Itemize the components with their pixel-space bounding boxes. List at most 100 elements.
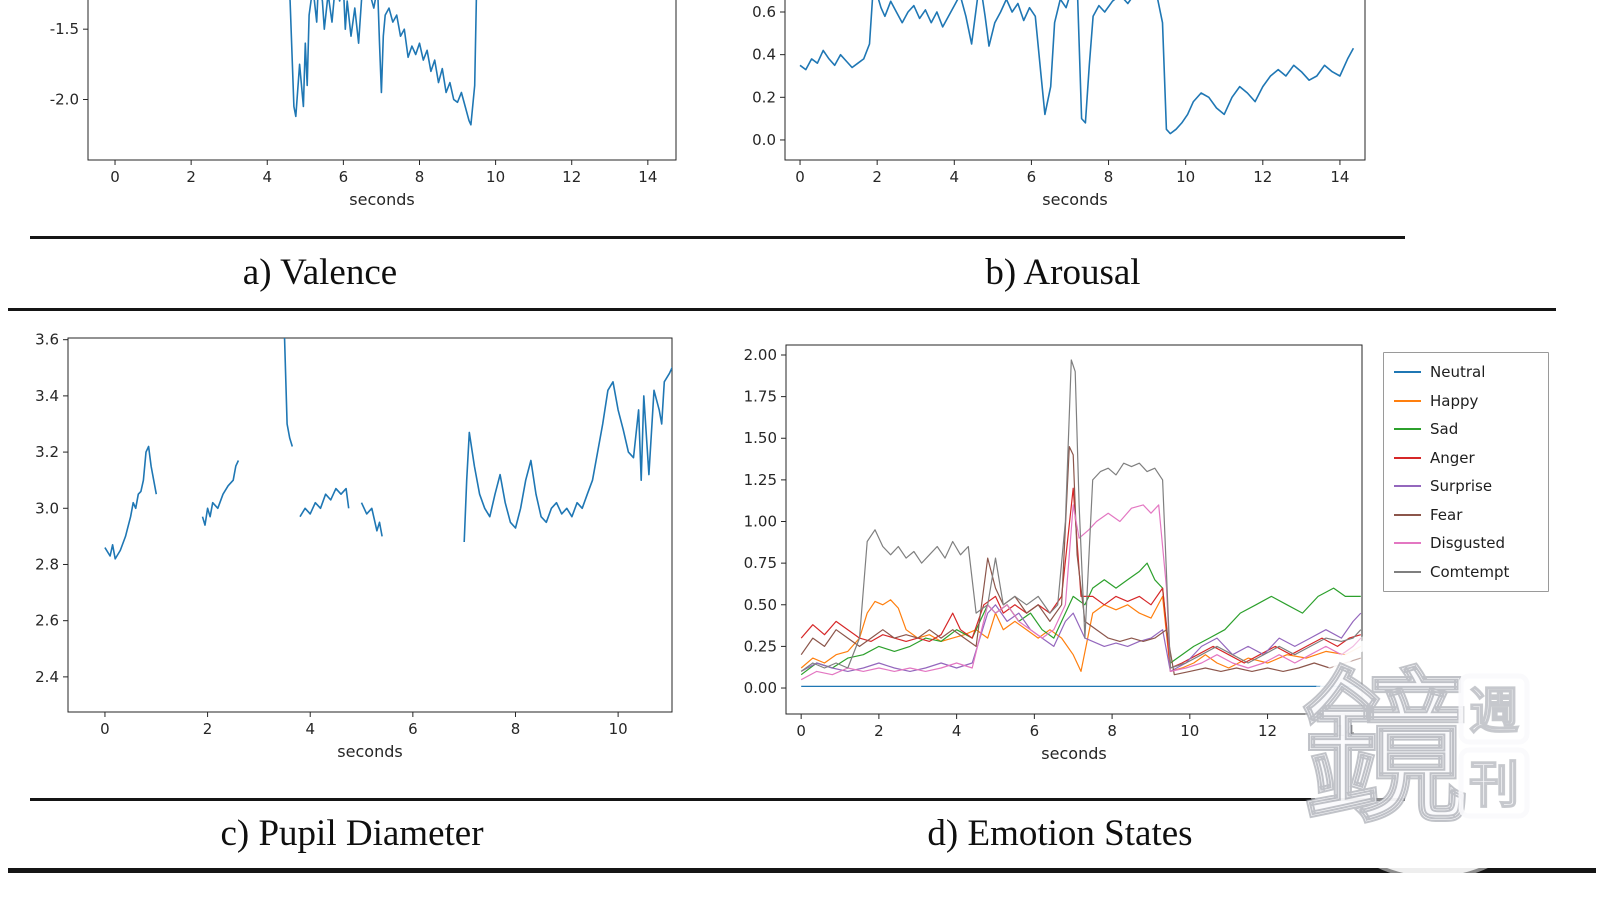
x-tick-label: 8 [1107,722,1117,740]
caption-pupil-diameter: c) Pupil Diameter [220,813,484,854]
x-tick-label: 4 [952,722,962,740]
x-tick-label: 12 [1253,168,1272,186]
x-tick-label: 6 [339,168,349,186]
legend-line-sample [1394,542,1421,545]
x-tick-label: 14 [638,168,657,186]
x-tick-label: 4 [262,168,272,186]
x-tick-label: 2 [874,722,884,740]
y-tick-label: 1.25 [744,471,777,489]
legend-item-fear: Fear [1394,506,1538,524]
legend-label: Happy [1430,391,1479,410]
legend-line-sample [1394,513,1421,516]
x-tick-label: 6 [1027,168,1037,186]
legend-label: Neutral [1430,363,1486,382]
x-tick-label: 10 [1180,722,1199,740]
series-line-comtempt [800,359,1362,672]
caption-emotion-states: d) Emotion States [927,813,1193,854]
x-tick-label: 4 [950,168,960,186]
x-tick-label: 10 [609,720,628,738]
y-tick-label: 0.75 [744,554,777,572]
y-tick-label: 0.6 [752,3,776,21]
series-line-sad [800,562,1361,676]
x-tick-label: 2 [203,720,213,738]
y-tick-label: 2.00 [744,346,777,364]
y-tick-label: 2.8 [35,555,59,573]
plot-frame [87,0,677,161]
legend-label: Surprise [1430,477,1493,496]
x-tick-label: 8 [1104,168,1114,186]
divider-line-bottom [8,868,1596,873]
divider-line-mid [8,308,1556,311]
series-line [104,338,672,560]
x-tick-label: 14 [1330,168,1349,186]
x-axis-label: seconds [1041,744,1106,763]
legend-item-anger: Anger [1394,449,1538,467]
watermark-char-sub-top: 週 [1469,681,1519,740]
x-tick-label: 0 [796,722,806,740]
x-tick-label: 0 [795,168,805,186]
legend-label: Comtempt [1430,562,1510,581]
chart-emotion-states: 0 2 4 6 8 10 12 14 0.00 0.25 0.50 0.75 1.00 1.25 1.50 1… [716,333,1386,768]
legend-item-happy: Happy [1394,392,1538,410]
y-tick-label: 0.50 [744,596,777,614]
emotion-legend: Neutral Happy Sad Anger Surprise Fear Disguste… [1383,352,1549,592]
y-tick-label: -1.5 [50,20,79,38]
legend-line-sample [1394,428,1421,431]
x-axis-label: seconds [1042,190,1107,209]
caption-arousal: b) Arousal [985,252,1141,293]
y-tick-label: 0.4 [752,46,776,64]
x-tick-label: 0 [100,720,110,738]
chart-pupil-diameter: 0 2 4 6 8 10 2.4 2.6 2.8 3.0 3.2 3.4 3.6 seconds [0,326,696,766]
caption-valence: a) Valence [242,252,398,293]
plot-frame [67,337,673,713]
legend-label: Fear [1430,505,1463,524]
series-line [289,0,478,126]
watermark-box-bottom [1458,747,1530,819]
series-line-surprise [800,604,1362,672]
y-tick-label: 3.4 [35,387,59,405]
legend-item-comtempt: Comtempt [1394,563,1538,581]
chart-svg-pupil: 0 2 4 6 8 10 2.4 2.6 2.8 3.0 3.2 3.4 3.6 seconds [35,331,673,761]
y-tick-label: 3.2 [35,443,59,461]
y-tick-label: 3.0 [35,499,59,517]
legend-label: Sad [1430,420,1459,439]
x-axis-label: seconds [337,742,402,761]
legend-item-sad: Sad [1394,420,1538,438]
legend-label: Disgusted [1430,534,1506,553]
y-tick-label: 0.25 [744,637,777,655]
plot-frame [785,344,1363,715]
legend-item-surprise: Surprise [1394,477,1538,495]
y-tick-label: 1.50 [744,429,777,447]
series-line-happy [800,595,1362,672]
x-tick-label: 6 [408,720,418,738]
y-tick-label: 0.2 [752,88,776,106]
legend-item-disgusted: Disgusted [1394,534,1538,552]
series-line-disgusted [800,504,1362,681]
y-tick-label: -2.0 [50,91,79,109]
x-tick-label: 12 [1258,722,1277,740]
legend-item-neutral: Neutral [1394,363,1538,381]
x-tick-label: 8 [415,168,425,186]
legend-line-sample [1394,456,1421,459]
series-line [799,0,1355,135]
x-tick-label: 14 [1336,722,1355,740]
legend-line-sample [1394,371,1421,374]
y-tick-label: 1.00 [744,513,777,531]
legend-line-sample [1394,485,1421,488]
x-tick-label: 2 [186,168,196,186]
x-tick-label: 10 [486,168,505,186]
divider-line-lower [30,798,1405,801]
x-tick-label: 8 [511,720,521,738]
legend-line-sample [1394,570,1421,573]
watermark-char-sub-bottom: 刊 [1469,755,1519,814]
y-tick-label: 0.0 [752,131,776,149]
x-tick-label: 2 [872,168,882,186]
watermark-box-top [1458,673,1530,745]
x-tick-label: 6 [1030,722,1040,740]
divider-line-top [30,236,1405,239]
x-tick-label: 10 [1176,168,1195,186]
